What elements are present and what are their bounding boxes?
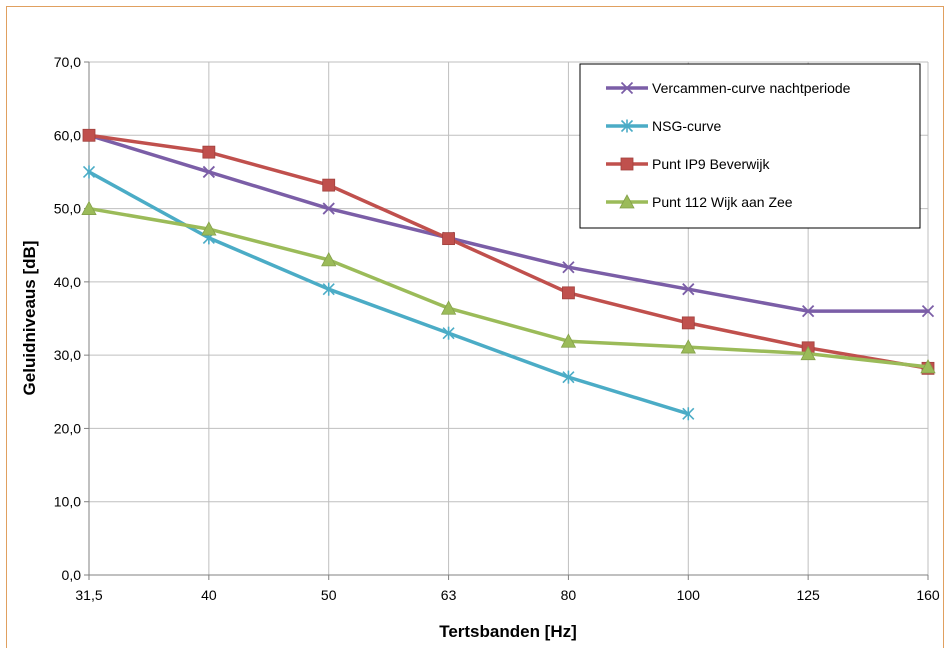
y-axis-title: Geluidniveaus [dB]: [20, 241, 39, 396]
series: [81, 128, 936, 421]
data-point: [920, 359, 936, 374]
x-tick-label: 31,5: [75, 587, 102, 603]
data-point: [322, 282, 335, 296]
legend-marker: [620, 157, 634, 171]
y-tick-label: 60,0: [54, 127, 81, 143]
data-point: [800, 345, 816, 361]
data-point: [201, 221, 217, 236]
data-point: [682, 407, 695, 421]
legend-entry: Vercammen-curve nachtperiode: [606, 80, 851, 96]
x-tick-label: 160: [916, 587, 940, 603]
x-tick-label: 100: [677, 587, 701, 603]
series-line: [87, 133, 930, 371]
data-point: [681, 316, 695, 330]
legend-entry: NSG-curve: [606, 118, 721, 134]
legend-label: Vercammen-curve nachtperiode: [652, 80, 851, 96]
x-axis-title: Tertsbanden [Hz]: [439, 622, 577, 641]
x-tick-label: 40: [201, 587, 217, 603]
y-tick-label: 50,0: [54, 201, 81, 217]
data-point: [802, 305, 815, 318]
y-tick-label: 40,0: [54, 274, 81, 290]
data-point: [202, 145, 216, 159]
data-point: [322, 202, 335, 215]
data-point: [921, 305, 935, 318]
data-point: [562, 286, 575, 300]
series-4: [81, 200, 936, 374]
y-tick-label: 30,0: [54, 347, 81, 363]
axes: [84, 61, 929, 580]
data-point: [682, 283, 695, 296]
y-tick-label: 10,0: [54, 494, 81, 510]
data-point: [82, 165, 96, 179]
legend-marker: [620, 81, 634, 95]
legend-entry: Punt IP9 Beverwijk: [606, 156, 770, 172]
legend-entry: Punt 112 Wijk aan Zee: [606, 194, 793, 210]
data-point: [321, 252, 337, 267]
data-point: [322, 178, 336, 192]
y-tick-label: 20,0: [54, 420, 81, 436]
legend-marker: [619, 194, 635, 209]
data-point: [442, 326, 455, 340]
data-point: [560, 333, 577, 348]
legend-label: Punt IP9 Beverwijk: [652, 156, 770, 172]
series-line: [87, 206, 930, 369]
data-point: [562, 261, 575, 274]
data-point: [202, 165, 215, 179]
data-point: [680, 339, 696, 354]
y-tick-label: 0,0: [62, 567, 82, 583]
legend: Vercammen-curve nachtperiode NSG-curve Pun…: [579, 63, 921, 229]
x-tick-label: 50: [321, 587, 337, 603]
y-tick-labels: 0,0 10,0 20,0 30,0 40,0 50,0 60,0 70,0: [54, 54, 81, 583]
legend-marker: [620, 119, 634, 133]
series-line: [87, 133, 930, 313]
data-point: [82, 128, 96, 142]
x-tick-label: 125: [796, 587, 820, 603]
x-tick-label: 80: [561, 587, 577, 603]
data-point: [81, 200, 97, 215]
x-tick-labels: 31,5 40 50 63 80 100 125 160: [75, 587, 940, 603]
data-point: [442, 232, 455, 246]
data-point: [562, 370, 575, 384]
legend-label: NSG-curve: [652, 118, 721, 134]
legend-label: Punt 112 Wijk aan Zee: [652, 194, 793, 210]
data-point: [440, 300, 457, 315]
y-tick-label: 70,0: [54, 54, 81, 70]
x-tick-label: 63: [441, 587, 457, 603]
